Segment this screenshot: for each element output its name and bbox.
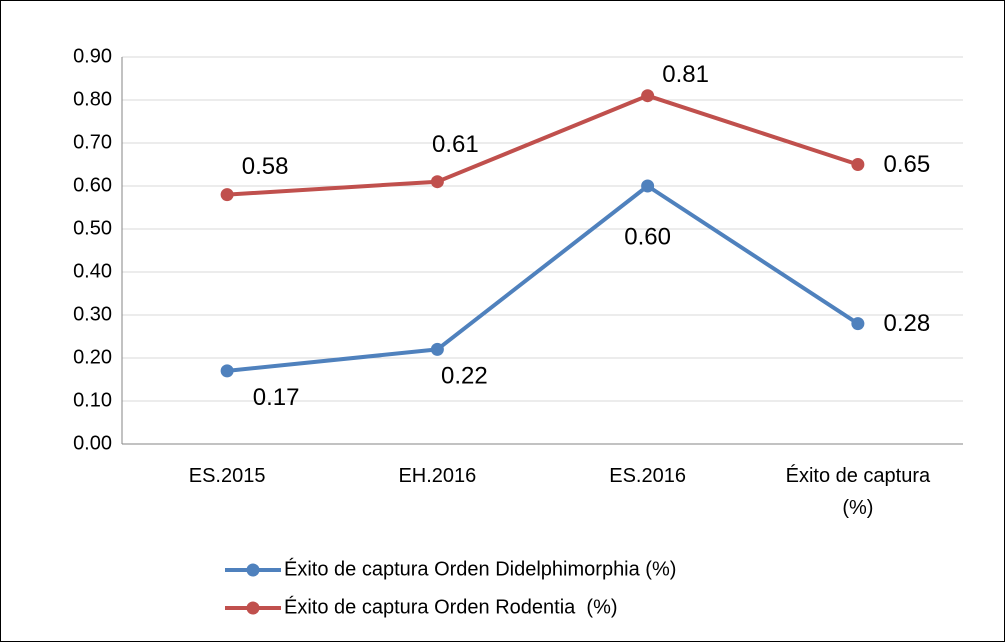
y-tick-label: 0.80 (73, 88, 112, 110)
data-label: 0.22 (441, 363, 488, 390)
y-tick-label: 0.60 (73, 174, 112, 196)
point (220, 364, 234, 378)
x-tick-label: ES.2015 (189, 465, 266, 487)
point (641, 89, 655, 103)
x-tick-line: (%) (842, 497, 873, 519)
point (220, 188, 234, 202)
data-label: 0.81 (662, 61, 709, 88)
point (430, 342, 444, 356)
data-label: 0.17 (253, 384, 300, 411)
x-tick-line: ES.2016 (609, 465, 686, 487)
y-tick-label: 0.40 (73, 260, 112, 282)
y-tick-label: 0.00 (73, 432, 112, 454)
legend-marker (246, 601, 260, 615)
x-tick-label: EH.2016 (398, 465, 476, 487)
data-label: 0.28 (884, 310, 931, 337)
x-tick-line: EH.2016 (398, 465, 476, 487)
legend-label: Éxito de captura Orden Didelphimorphia (… (284, 557, 676, 580)
x-tick-label: ES.2016 (609, 465, 686, 487)
series-line (227, 93, 859, 197)
data-label: 0.65 (884, 151, 931, 178)
point (851, 317, 865, 331)
y-tick-label: 0.20 (73, 346, 112, 368)
y-tick-label: 0.70 (73, 131, 112, 153)
series-line (226, 184, 859, 373)
x-tick-label: Éxito de captura (%) (786, 464, 931, 519)
y-tick-label: 0.50 (73, 217, 112, 239)
data-label: 0.60 (624, 223, 671, 250)
legend-marker (246, 563, 260, 577)
legend-label: Éxito de captura Orden Rodentia (%) (284, 595, 618, 618)
y-tick-label: 0.30 (73, 303, 112, 325)
point (430, 175, 444, 189)
x-tick-line: Éxito de captura (786, 464, 931, 487)
y-tick-label: 0.10 (73, 389, 112, 411)
point (641, 179, 655, 193)
y-tick-label: 0.90 (73, 45, 112, 67)
data-label: 0.61 (432, 131, 479, 158)
point (851, 158, 865, 171)
x-tick-line: ES.2015 (189, 465, 266, 487)
data-label: 0.58 (242, 153, 289, 180)
